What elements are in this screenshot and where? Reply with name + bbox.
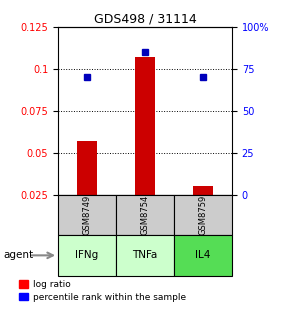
Bar	[77, 141, 97, 195]
Bar	[116, 235, 174, 276]
Bar	[193, 186, 213, 195]
Title: GDS498 / 31114: GDS498 / 31114	[94, 13, 196, 26]
Text: TNFa: TNFa	[132, 250, 158, 260]
Bar	[174, 195, 232, 235]
Text: GSM8754: GSM8754	[140, 195, 150, 235]
Text: GSM8749: GSM8749	[82, 195, 92, 235]
Bar	[58, 235, 116, 276]
Text: IL4: IL4	[195, 250, 211, 260]
Bar	[174, 235, 232, 276]
Bar	[58, 195, 116, 235]
Text: GSM8759: GSM8759	[198, 195, 208, 235]
Bar	[135, 57, 155, 195]
Bar	[116, 195, 174, 235]
Text: IFNg: IFNg	[75, 250, 99, 260]
Legend: log ratio, percentile rank within the sample: log ratio, percentile rank within the sa…	[19, 280, 186, 302]
Text: agent: agent	[3, 250, 33, 260]
